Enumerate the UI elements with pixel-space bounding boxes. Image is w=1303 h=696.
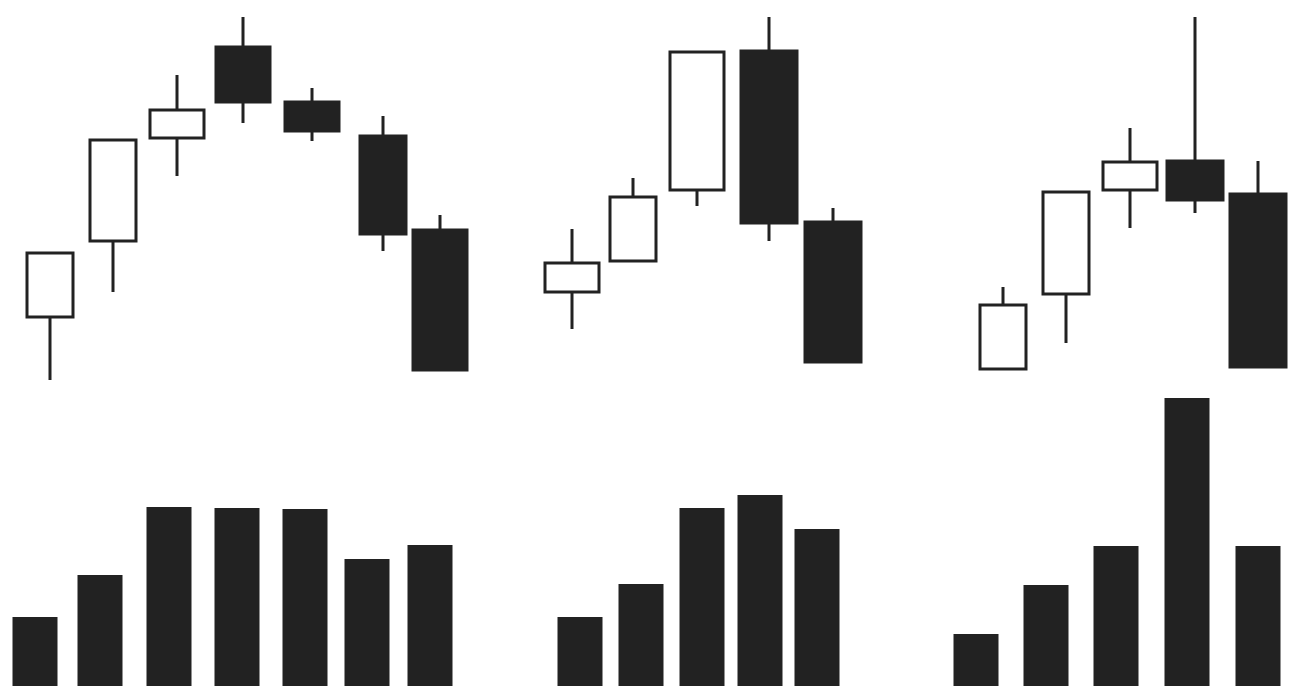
candle-body [358, 134, 408, 236]
candle-body [803, 220, 863, 364]
candle-body [1041, 190, 1091, 296]
candle-body [283, 100, 341, 133]
volume-bar [794, 529, 840, 686]
volume-bar [407, 545, 453, 686]
candle-body [1101, 160, 1159, 192]
candle-body [1165, 159, 1225, 202]
volume-bar [953, 634, 999, 686]
volume-bar [1235, 546, 1281, 686]
candle-body [978, 303, 1028, 371]
candle-body [739, 49, 799, 225]
volume-bar [344, 559, 390, 686]
volume-bar [214, 508, 260, 686]
candle-body [1228, 192, 1288, 369]
volume-bar [77, 575, 123, 686]
volume-bar [12, 617, 58, 686]
candle-body [148, 108, 206, 140]
candle-body [668, 50, 726, 192]
volume-bar [557, 617, 603, 686]
candle-body [25, 251, 75, 319]
volume-bar [1093, 546, 1139, 686]
candle-body [608, 195, 658, 263]
volume-bar [679, 508, 725, 686]
volume-bar [1023, 585, 1069, 686]
candle-body [214, 45, 272, 104]
volume-bar [146, 507, 192, 686]
candle-body [411, 228, 469, 372]
volume-bar [1164, 398, 1210, 686]
volume-bar [737, 495, 783, 686]
candle-body [88, 138, 138, 243]
candle-body [543, 261, 601, 294]
volume-bar [618, 584, 664, 686]
volume-bar [282, 509, 328, 686]
